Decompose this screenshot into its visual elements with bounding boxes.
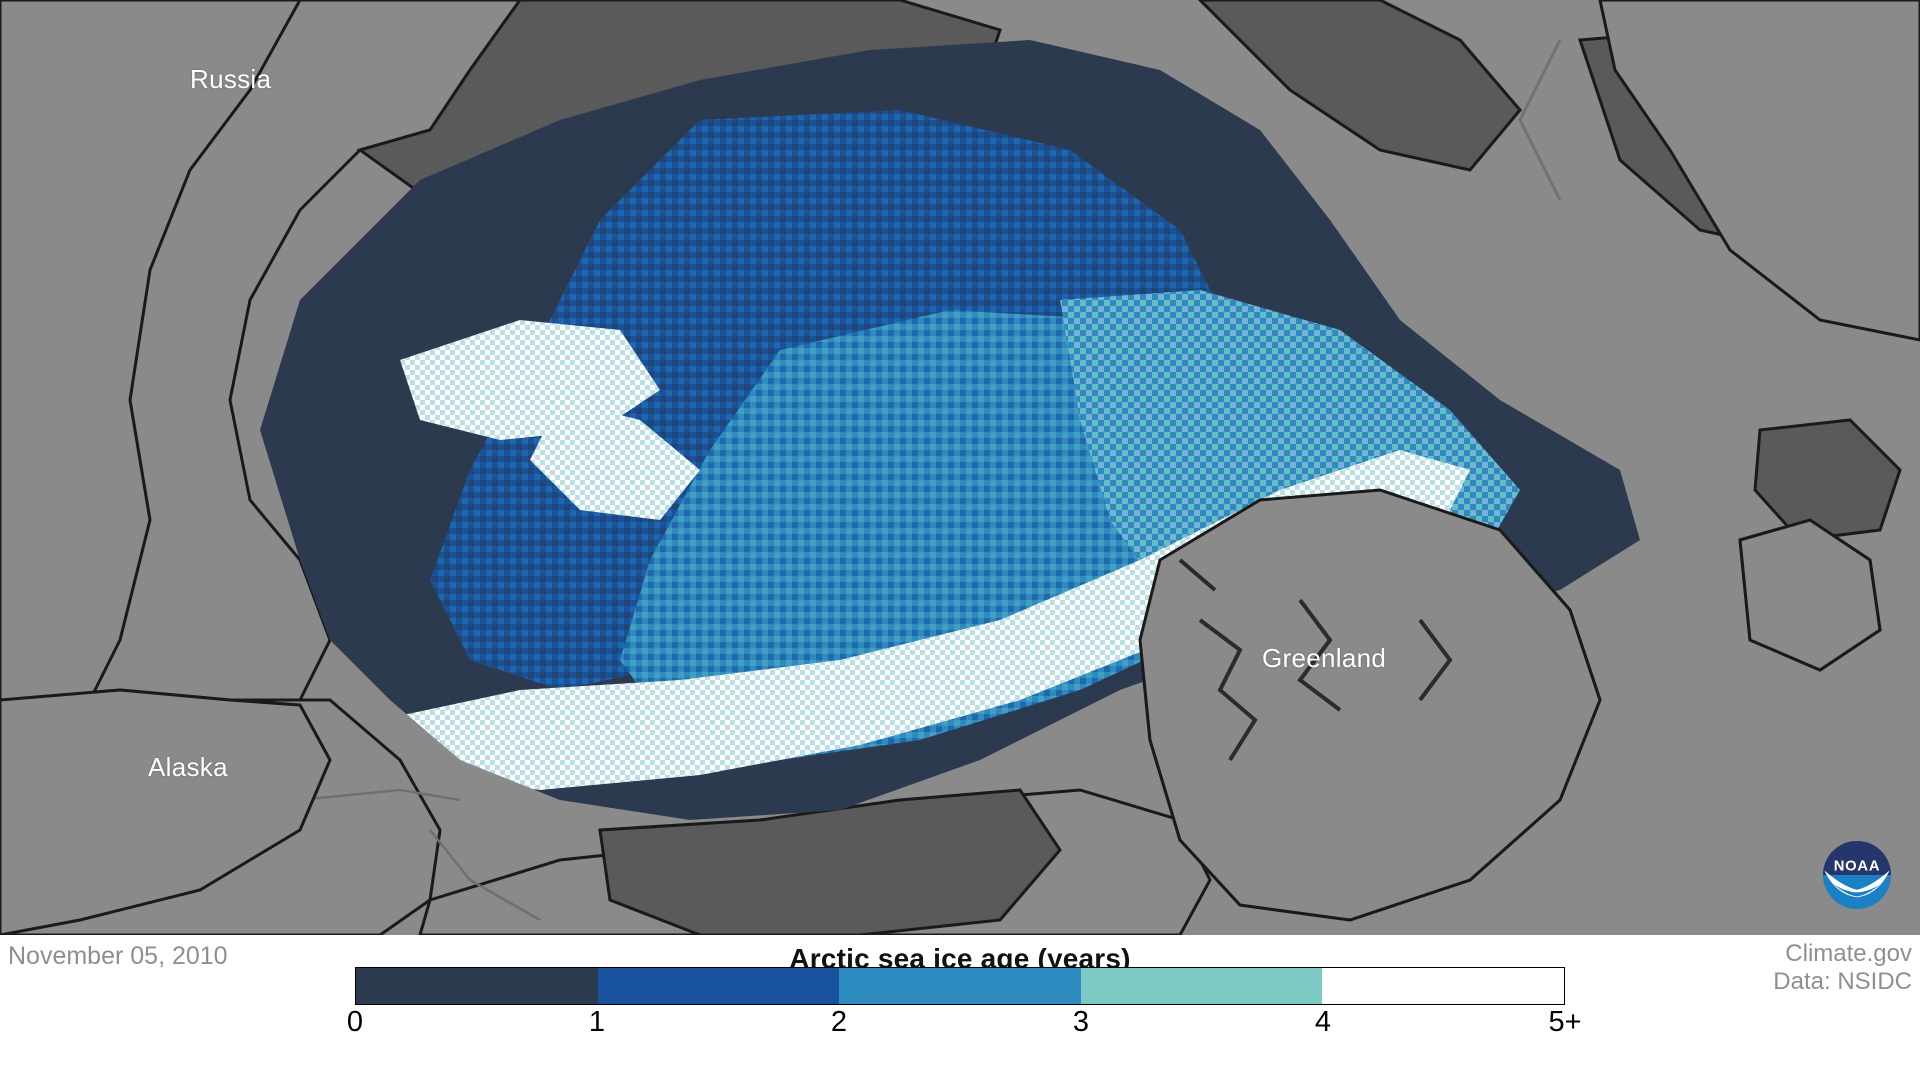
figure-footer: November 05, 2010 Climate.gov Data: NSID…	[0, 935, 1920, 1080]
map-label-alaska: Alaska	[148, 752, 228, 782]
colorbar	[355, 967, 1565, 1007]
map-label-greenland: Greenland	[1262, 643, 1387, 673]
arctic-map: Russia Alaska Greenland NOAA	[0, 0, 1920, 935]
colorbar-segment-2	[839, 968, 1081, 1004]
colorbar-tick-1: 1	[588, 1006, 606, 1038]
colorbar-segment-0	[356, 968, 598, 1004]
colorbar-segment-1	[597, 968, 840, 1004]
credit-data-source: Data: NSIDC	[1773, 967, 1912, 995]
greenland-fjords	[1178, 558, 1453, 762]
land-overlay	[0, 0, 1920, 935]
colorbar-tick-2: 2	[830, 1006, 848, 1038]
credit-climate-gov: Climate.gov	[1785, 940, 1912, 967]
colorbar-tick-4: 4	[1314, 1006, 1332, 1038]
colorbar-ticks: 0 1 2 3 4 5+	[347, 1006, 1582, 1046]
ice-class-4-5-band-south	[380, 450, 1470, 790]
noaa-logo-text: NOAA	[1834, 859, 1881, 875]
colorbar-segment-3	[1080, 968, 1323, 1004]
colorbar-track	[355, 967, 1565, 1005]
map-label-russia: Russia	[190, 64, 272, 94]
colorbar-segment-4	[1322, 968, 1564, 1004]
ice-class-4-5-patch	[530, 400, 700, 520]
noaa-logo: NOAA	[1822, 840, 1892, 910]
map-canvas	[0, 0, 1920, 935]
colorbar-tick-3: 3	[1072, 1006, 1090, 1038]
colorbar-tick-5plus: 5+	[1548, 1006, 1582, 1038]
date-label: November 05, 2010	[8, 942, 228, 970]
credit-block: Climate.gov Data: NSIDC	[1773, 940, 1912, 996]
colorbar-tick-0: 0	[346, 1006, 364, 1038]
